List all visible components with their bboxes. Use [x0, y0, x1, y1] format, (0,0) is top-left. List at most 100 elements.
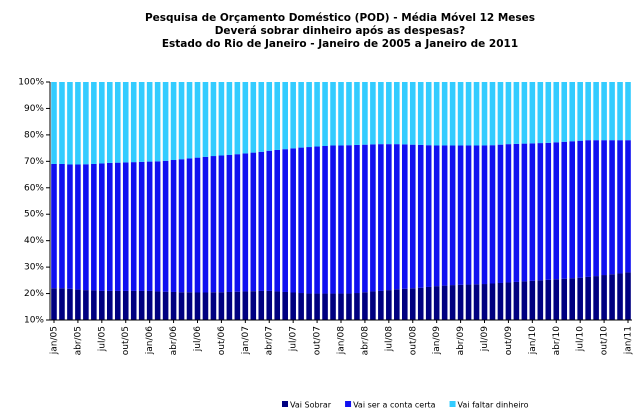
bar-segment — [457, 145, 464, 285]
bar-segment — [226, 154, 233, 292]
bar-segment — [51, 82, 57, 164]
bar-segment — [114, 290, 121, 320]
bar-segment — [114, 162, 121, 291]
y-tick-label: 60% — [24, 183, 44, 193]
bar-segment — [298, 82, 304, 148]
bar-segment — [386, 82, 392, 145]
bar-segment — [306, 293, 312, 320]
bar-segment — [154, 82, 161, 162]
bar-segment — [529, 82, 536, 144]
x-tick-label: jul/08 — [384, 326, 394, 352]
bar-segment — [433, 82, 440, 146]
bar-segment — [99, 163, 105, 291]
bar-segment — [625, 272, 631, 320]
bar-segment — [266, 82, 273, 151]
bar-segment — [282, 82, 288, 150]
bar-segment — [162, 82, 169, 161]
bar-segment — [242, 153, 249, 292]
bar-segment — [59, 163, 65, 289]
bar-segment — [298, 147, 304, 294]
bar-segment — [601, 275, 607, 320]
bar-segment — [521, 143, 528, 282]
bar-segment — [346, 82, 352, 146]
bar-segment — [322, 293, 328, 320]
bar-segment — [130, 82, 137, 163]
bar-segment — [521, 82, 528, 144]
bar-segment — [330, 145, 336, 294]
x-tick-label: jan/10 — [528, 326, 538, 355]
bar-segment — [250, 82, 257, 153]
x-tick-label: jan/08 — [337, 326, 347, 355]
bar-segment — [322, 145, 328, 294]
bar-segment — [449, 82, 456, 146]
x-tick-label: jul/07 — [289, 326, 299, 352]
bar-segment — [146, 290, 153, 320]
bar-segment — [561, 82, 568, 142]
bar-segment — [290, 292, 296, 320]
bar-segment — [194, 292, 201, 320]
bar-segment — [569, 278, 575, 320]
bar-segment — [417, 82, 424, 145]
bar-segment — [378, 144, 384, 291]
bar-segment — [210, 156, 217, 293]
bar-segment — [489, 283, 496, 320]
bar-segment — [218, 155, 225, 293]
bar-segment — [577, 277, 583, 320]
bar-segment — [441, 285, 448, 320]
bar-segment — [394, 144, 400, 290]
bar-segment — [218, 292, 225, 320]
y-tick-label: 30% — [24, 263, 44, 273]
y-tick-label: 80% — [24, 130, 44, 140]
bar-segment — [210, 82, 217, 157]
bar-segment — [226, 291, 233, 320]
bar-segment — [306, 82, 312, 148]
bar-segment — [513, 143, 520, 282]
x-tick-label: out/06 — [217, 326, 227, 355]
bar-segment — [545, 142, 552, 280]
bar-segment — [473, 82, 480, 146]
bar-segment — [170, 291, 177, 320]
bar-segment — [202, 82, 209, 157]
bar-segment — [425, 145, 432, 287]
bar-segment — [250, 291, 257, 320]
bar-segment — [601, 82, 607, 141]
bar-segment — [529, 143, 536, 281]
bar-segment — [154, 161, 161, 292]
bar-segment — [186, 82, 193, 159]
bar-segment — [170, 82, 177, 161]
bar-segment — [274, 82, 281, 150]
x-tick-label: jul/09 — [480, 326, 490, 352]
x-tick-label: jul/05 — [97, 326, 107, 352]
bar-segment — [577, 140, 583, 278]
bar-segment — [218, 82, 225, 156]
bar-segment — [481, 145, 488, 285]
legend-label: Vai ser a conta certa — [353, 401, 436, 410]
bar-segment — [290, 148, 296, 293]
bar-segment — [449, 145, 456, 286]
bar-segment — [322, 82, 328, 146]
bar-segment — [91, 82, 97, 164]
bar-segment — [561, 278, 568, 320]
bar-segment — [178, 292, 185, 320]
bar-segment — [258, 82, 265, 152]
x-tick-label: jul/10 — [576, 326, 586, 352]
y-tick-label: 40% — [24, 236, 44, 246]
bar-segment — [266, 290, 273, 320]
bar-segment — [394, 289, 400, 320]
bar-segment — [354, 82, 360, 145]
bar-segment — [266, 150, 273, 291]
x-tick-label: out/10 — [600, 326, 610, 355]
y-tick-label: 10% — [24, 316, 44, 326]
bar-segment — [537, 143, 544, 281]
bar-segment — [346, 145, 352, 294]
bar-segment — [625, 82, 631, 141]
bar-segment — [409, 144, 416, 289]
x-tick-label: abr/08 — [360, 326, 370, 356]
bar-segment — [338, 293, 344, 320]
x-tick-label: abr/06 — [169, 326, 179, 356]
bar-segment — [138, 161, 145, 291]
bar-segment — [617, 82, 623, 141]
bar-segment — [354, 144, 360, 294]
bar-segment — [354, 293, 360, 320]
